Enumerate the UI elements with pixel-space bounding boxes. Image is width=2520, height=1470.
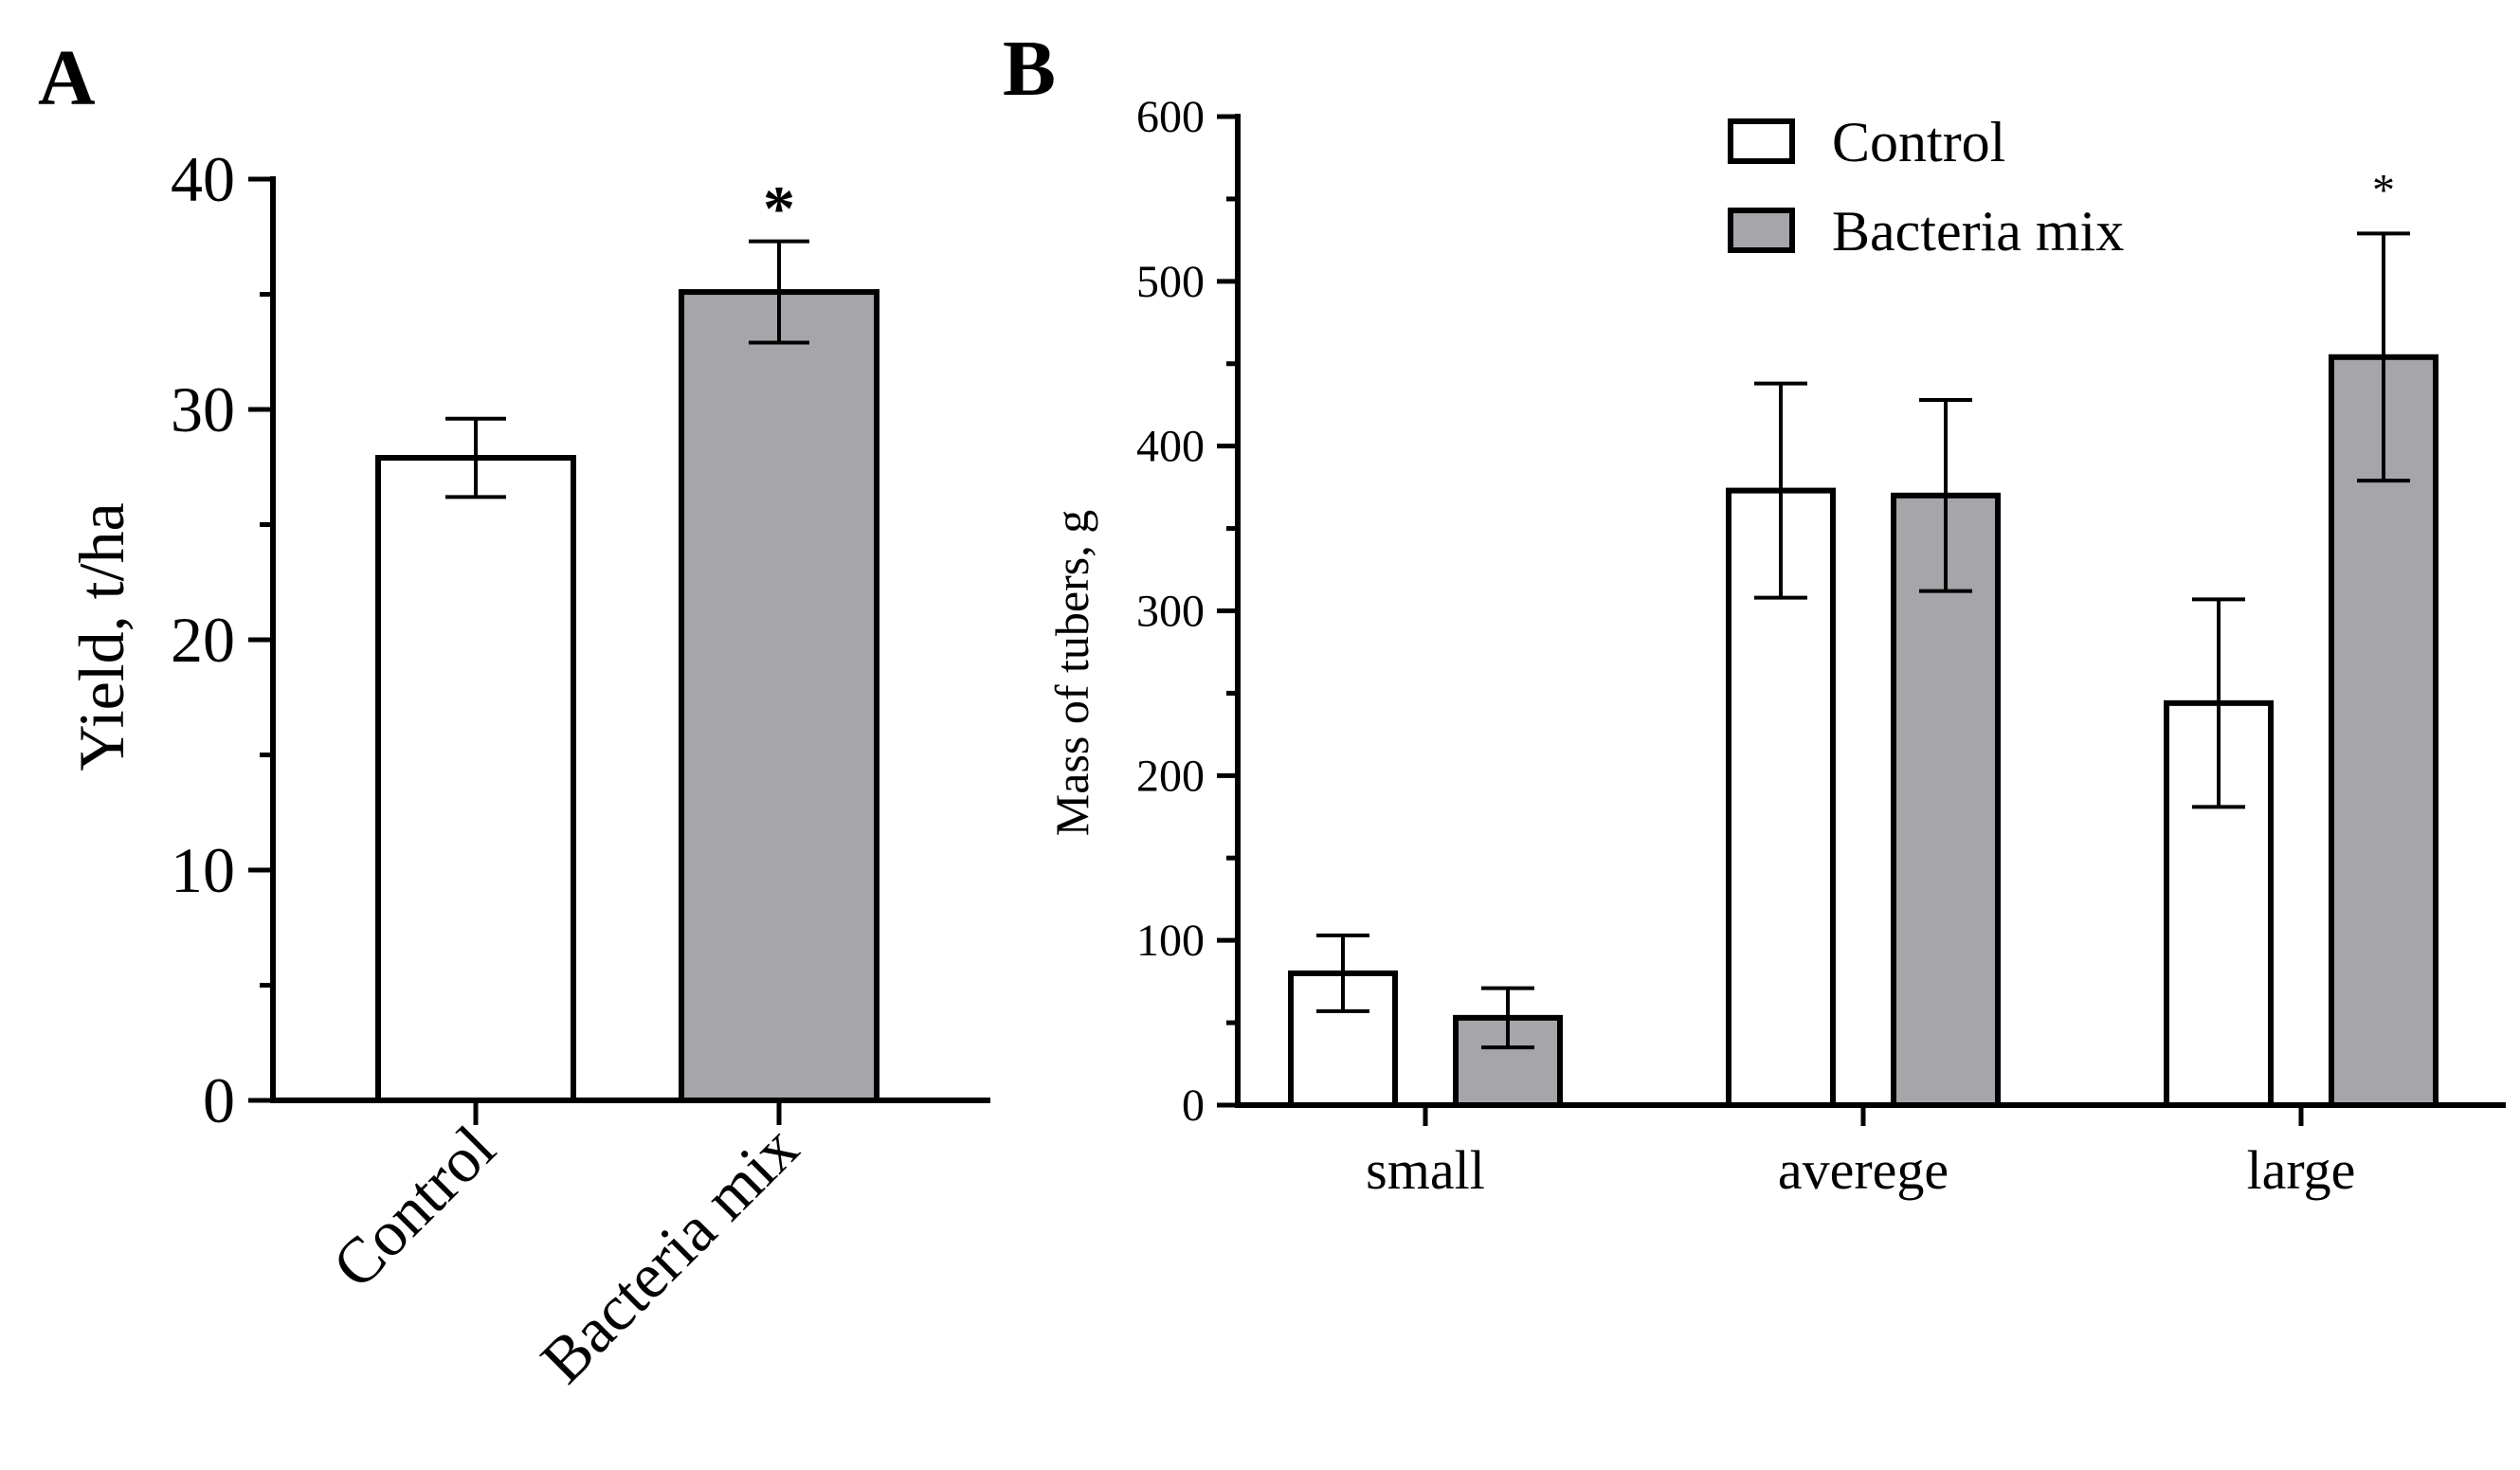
panel-b-y-tick-label-400: 400 [1136,422,1205,472]
panel-a-bars: * [375,172,879,1103]
panel-b-y-ticks: 0 100 200 300 400 500 600 [1136,92,1238,1131]
panel-a-y-tick-label-20: 20 [171,604,235,676]
panel-a-x-tick-label-bacteria-mix: Bacteria mix [527,1112,812,1397]
panel-a-y-tick-label-10: 10 [171,834,235,906]
legend-swatch-bacteria-mix [1728,208,1795,253]
panel-b-y-tick-label-600: 600 [1136,92,1205,142]
panel-b-x-tick-label-small: small [1366,1139,1485,1201]
panel-b-legend: Control Bacteria mix [1728,111,2124,263]
panel-a-bar-bacteria-mix [679,289,879,1103]
panel-b-bars: * [1288,165,2438,1109]
panel-b-x-tick-label-averege: averege [1778,1139,1949,1201]
panel-a-y-ticks: 0 10 20 30 40 [171,143,273,1136]
panel-b-bar-large-bacteria-mix-significance: * [2372,165,2395,215]
panel-a-bar-control [375,455,576,1103]
panel-a-y-tick-label-40: 40 [171,143,235,215]
panel-a-letter: A [38,34,96,122]
panel-b-y-tick-label-200: 200 [1136,751,1205,801]
panel-b-x-tick-label-large: large [2247,1139,2356,1201]
panel-b-y-axis-label: Mass of tubers, g [1045,510,1098,836]
panel-a-y-axis-label: Yield, t/ha [65,502,137,771]
panel-b-letter: B [1003,25,1056,113]
panel-b-y-tick-label-300: 300 [1136,587,1205,637]
panel-b: B Mass of tubers, g * 0 100 200 300 400 500 60… [1003,25,2506,1201]
panel-b-x-ticks: small averege large [1366,1105,2355,1201]
legend-swatch-control [1728,118,1795,164]
panel-b-y-tick-label-500: 500 [1136,257,1205,307]
panel-a-y-tick-label-0: 0 [203,1064,235,1136]
panel-b-y-tick-label-0: 0 [1182,1080,1205,1131]
panel-a-y-tick-label-30: 30 [171,373,235,445]
panel-a: A Yield, t/ha * 0 10 20 30 40 Control Bacteri… [38,34,990,1397]
legend-label-control: Control [1832,111,2005,173]
panel-a-x-ticks: Control Bacteria mix [318,1100,812,1397]
legend-label-bacteria-mix: Bacteria mix [1832,200,2124,263]
panel-b-y-tick-label-100: 100 [1136,916,1205,966]
panel-a-x-tick-label-control: Control [318,1112,509,1302]
panel-a-bar-bacteria-mix-significance: * [763,172,795,245]
